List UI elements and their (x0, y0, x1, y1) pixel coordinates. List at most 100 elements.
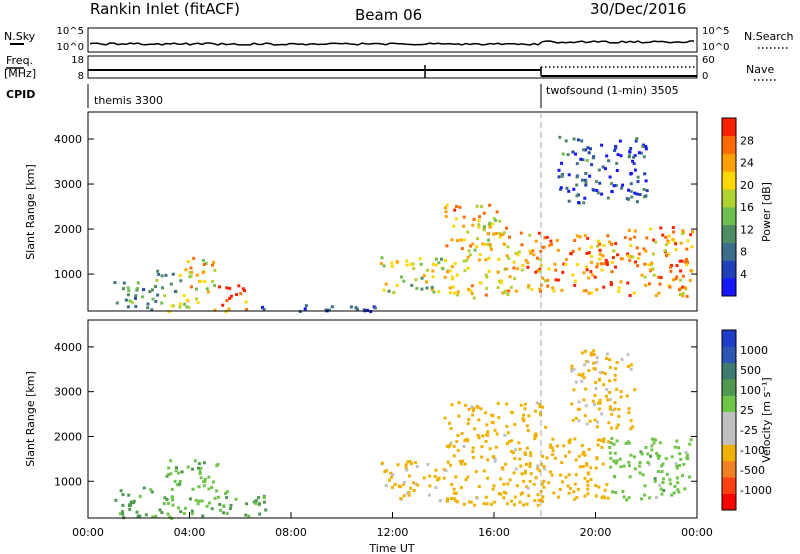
data-cell (590, 260, 593, 264)
data-cell (545, 456, 549, 460)
data-cell (672, 230, 675, 234)
data-cell (496, 270, 500, 274)
data-cell (534, 432, 538, 436)
data-cell (526, 261, 530, 265)
data-cell (393, 482, 397, 486)
data-cell (688, 278, 692, 282)
data-cell (122, 281, 126, 285)
data-cell (189, 266, 193, 270)
data-cell (567, 450, 571, 454)
data-cell (484, 293, 488, 297)
data-cell (658, 441, 662, 445)
data-cell (431, 275, 435, 279)
data-cell (583, 476, 587, 480)
data-cell (675, 466, 679, 470)
data-cell (443, 275, 447, 279)
data-cell (605, 388, 609, 392)
data-cell (468, 500, 471, 504)
data-cell (211, 263, 214, 267)
data-cell (602, 440, 606, 444)
data-cell (528, 462, 532, 465)
data-cell (573, 482, 577, 486)
data-cell (629, 363, 633, 367)
station-title: Rankin Inlet (fitACF) (90, 0, 240, 18)
data-cell (452, 224, 456, 228)
data-cell (462, 445, 466, 448)
data-cell (224, 492, 228, 495)
colorbar-swatch (722, 444, 736, 462)
data-cell (213, 308, 217, 312)
data-cell (196, 466, 200, 470)
data-cell (575, 174, 579, 178)
colorbar-swatch (722, 189, 736, 208)
data-cell (452, 491, 456, 495)
data-cell (582, 271, 586, 275)
data-cell (120, 510, 124, 514)
data-cell (517, 441, 521, 445)
data-cell (482, 469, 486, 473)
data-cell (532, 482, 536, 486)
data-cell (595, 456, 599, 460)
data-cell (493, 428, 497, 432)
data-cell (635, 246, 639, 250)
data-cell (545, 235, 549, 239)
data-cell (114, 498, 118, 502)
data-cell (483, 242, 487, 246)
data-cell (132, 499, 136, 503)
data-cell (582, 148, 585, 152)
data-cell (437, 290, 441, 294)
data-cell (626, 353, 630, 357)
data-cell (608, 240, 612, 244)
data-cell (119, 489, 123, 493)
data-cell (444, 210, 448, 214)
data-cell (598, 371, 602, 374)
data-cell (644, 147, 648, 151)
data-cell (574, 458, 578, 462)
data-cell (184, 506, 187, 510)
data-cell (188, 271, 192, 274)
data-cell (602, 244, 606, 247)
data-cell (675, 275, 679, 279)
data-cell (460, 432, 464, 435)
data-cell (613, 378, 617, 382)
data-cell (506, 245, 510, 249)
x-tick-label: 16:00 (478, 526, 510, 539)
data-cell (222, 511, 226, 515)
data-cell (610, 190, 614, 193)
data-cell (675, 264, 679, 268)
data-cell (175, 483, 179, 487)
data-cell (576, 138, 580, 142)
data-cell (179, 279, 183, 283)
data-cell (610, 412, 614, 416)
data-cell (422, 476, 426, 480)
data-cell (521, 264, 525, 267)
data-cell (691, 230, 695, 234)
data-cell (478, 281, 482, 285)
data-cell (594, 494, 598, 498)
data-cell (465, 258, 469, 262)
data-cell (187, 305, 191, 309)
data-cell (629, 172, 633, 176)
data-cell (198, 470, 202, 474)
data-cell (572, 137, 576, 141)
data-cell (304, 304, 308, 308)
data-cell (595, 244, 599, 248)
data-cell (471, 223, 475, 227)
data-cell (632, 155, 636, 159)
data-cell (629, 419, 633, 423)
data-cell (262, 496, 266, 500)
data-cell (615, 387, 619, 391)
y-tick-label: 2000 (54, 223, 82, 236)
data-cell (154, 300, 158, 303)
colorbar-swatch (722, 411, 736, 429)
data-cell (647, 462, 651, 466)
data-cell (536, 503, 540, 507)
nsky-label: N.Sky (4, 30, 36, 43)
data-cell (127, 289, 131, 293)
data-cell (171, 498, 175, 502)
data-cell (186, 260, 190, 264)
data-cell (522, 419, 525, 423)
data-cell (169, 282, 173, 286)
data-cell (678, 259, 682, 263)
data-cell (517, 250, 521, 254)
